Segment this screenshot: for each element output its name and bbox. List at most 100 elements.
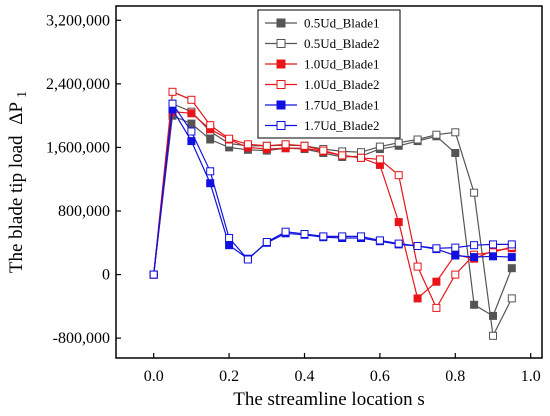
data-point — [507, 264, 516, 273]
x-axis-title: The streamline location s — [233, 389, 425, 410]
legend-label: 1.0Ud_Blade2 — [304, 77, 379, 92]
data-point — [375, 142, 384, 151]
y-tick-label: 2,400,000 — [46, 76, 110, 93]
x-tick-label: 0.2 — [219, 368, 239, 385]
svg-text:The blade tip load ΔP: The blade tip load ΔP 1 — [6, 91, 30, 273]
data-point — [225, 234, 234, 242]
legend-item: 1.7Ud_Blade2 — [265, 118, 379, 133]
legend-label: 0.5Ud_Blade2 — [304, 36, 379, 51]
data-point — [319, 146, 328, 155]
legend-label: 1.0Ud_Blade1 — [304, 57, 379, 72]
data-point — [489, 311, 497, 320]
legend-marker — [276, 39, 286, 48]
plot-frame — [115, 5, 543, 359]
data-point — [432, 244, 441, 253]
y-axis-title-symbol: ΔP — [6, 102, 27, 124]
data-point — [489, 240, 497, 249]
legend-marker — [276, 100, 286, 110]
data-point — [168, 99, 177, 108]
data-point — [168, 87, 177, 96]
data-point — [413, 242, 422, 250]
data-point — [507, 253, 516, 262]
series-1.7Ud_Blade2 — [149, 99, 516, 279]
y-tick-label: 0 — [102, 267, 110, 284]
legend-item: 1.7Ud_Blade1 — [265, 98, 379, 113]
data-point — [451, 128, 460, 137]
series-layer — [149, 87, 516, 340]
legend-box — [257, 9, 401, 139]
data-point — [470, 241, 479, 250]
data-point — [432, 130, 441, 139]
data-point — [451, 251, 460, 260]
data-point — [187, 95, 196, 104]
data-point — [357, 153, 365, 162]
data-point — [187, 127, 196, 136]
data-point — [149, 270, 158, 279]
data-point — [394, 171, 403, 180]
data-point — [413, 294, 422, 303]
x-tick-label: 0.0 — [144, 368, 164, 385]
data-point — [187, 119, 196, 128]
data-point — [206, 135, 215, 144]
data-point — [470, 188, 479, 197]
data-point — [262, 141, 271, 150]
y-axis-title-subscript: 1 — [15, 91, 30, 98]
data-point — [432, 277, 441, 286]
data-point — [225, 134, 234, 143]
x-tick-label: 0.4 — [294, 368, 314, 385]
data-point — [300, 141, 309, 150]
legend-label: 1.7Ud_Blade1 — [304, 98, 379, 113]
data-point — [470, 253, 479, 262]
data-point — [243, 140, 252, 149]
data-point — [281, 140, 290, 149]
data-point — [262, 238, 271, 246]
series-line — [153, 114, 513, 317]
data-point — [187, 137, 196, 146]
legend-marker — [276, 18, 286, 28]
x-tick-label: 0.6 — [370, 368, 390, 385]
data-point — [432, 303, 441, 312]
data-point — [206, 167, 215, 176]
legend-marker — [276, 80, 286, 89]
data-point — [394, 218, 403, 227]
series-0.5Ud_Blade1 — [149, 111, 516, 320]
x-tick-label: 0.8 — [445, 368, 465, 385]
y-tick-label: 3,200,000 — [46, 12, 110, 29]
data-point — [394, 239, 403, 248]
data-point — [187, 109, 196, 118]
data-point — [489, 331, 497, 340]
legend-marker — [276, 59, 286, 69]
legend-item: 1.0Ud_Blade2 — [265, 77, 379, 92]
data-point — [319, 232, 328, 241]
y-tick-label: -800,000 — [53, 330, 110, 347]
x-tick-label: 1.0 — [521, 368, 541, 385]
legend-item: 0.5Ud_Blade1 — [265, 16, 379, 31]
data-point — [375, 236, 384, 245]
data-point — [507, 294, 516, 303]
data-point — [338, 232, 347, 241]
data-point — [470, 300, 479, 309]
data-point — [394, 138, 403, 147]
y-tick-label: 800,000 — [58, 203, 110, 220]
data-point — [243, 255, 252, 264]
data-point — [413, 262, 422, 271]
data-point — [375, 155, 384, 164]
data-point — [413, 135, 422, 144]
legend: 0.5Ud_Blade1 0.5Ud_Blade2 1.0Ud_Blade1 1.0U… — [257, 9, 401, 139]
data-point — [338, 151, 347, 160]
data-point — [451, 243, 460, 252]
legend-label: 1.7Ud_Blade2 — [304, 118, 379, 133]
data-point — [281, 227, 290, 236]
data-point — [451, 149, 460, 157]
legend-label: 0.5Ud_Blade1 — [304, 16, 379, 31]
legend-item: 1.0Ud_Blade1 — [265, 57, 379, 72]
data-point — [507, 240, 516, 249]
data-point — [489, 252, 497, 261]
legend-marker — [276, 121, 286, 130]
y-axis-title: The blade tip load ΔP 1 — [6, 91, 30, 273]
data-point — [300, 230, 309, 238]
data-point — [206, 121, 215, 130]
data-point — [451, 270, 460, 279]
y-tick-label: 1,600,000 — [46, 139, 110, 156]
